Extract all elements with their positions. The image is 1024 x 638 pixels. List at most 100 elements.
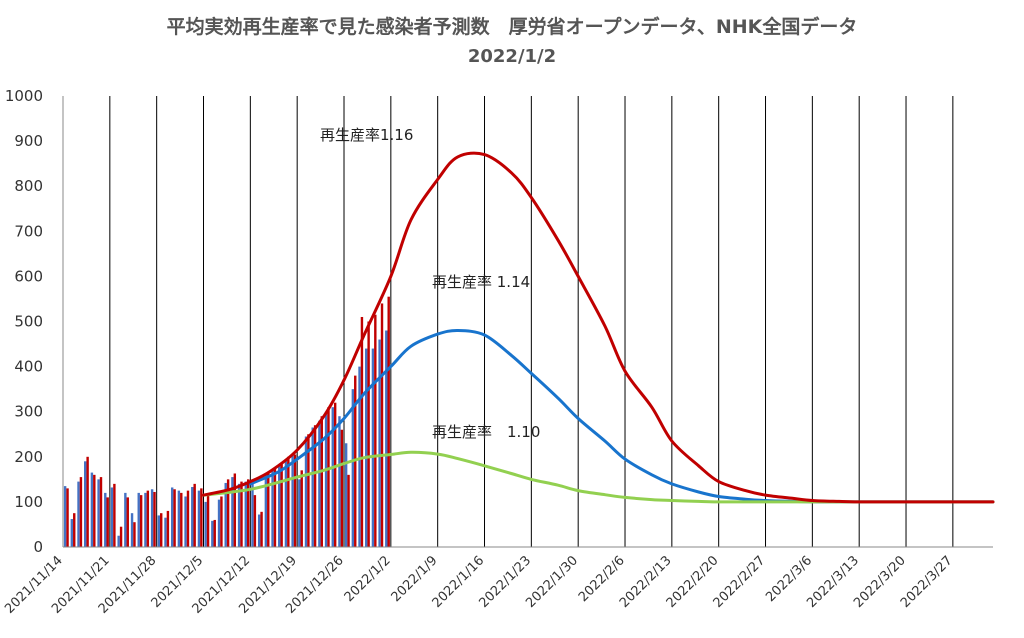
bar [257,514,261,547]
bar [211,520,214,547]
bar [324,411,328,547]
bar [365,348,368,547]
bar [287,456,290,547]
y-tick-label: 900 [14,132,43,150]
bar [327,407,330,547]
bar [133,522,136,547]
y-tick-label: 600 [14,267,43,285]
bar [224,482,227,547]
bar [204,501,207,547]
bar [273,468,277,547]
bar [153,491,156,547]
bar [340,429,344,547]
bar [367,321,370,547]
bar [344,443,348,547]
x-tick-label: 2022/1/2 [342,553,394,605]
bar [304,436,308,547]
bar [338,416,341,547]
bar [119,526,123,547]
bar [351,389,355,547]
bar [378,339,381,547]
bar [347,474,350,547]
bar [197,490,201,547]
chart-subtitle: 2022/1/2 [467,46,557,67]
y-tick-label: 100 [14,493,43,511]
series-annotation: 再生産率1.16 [320,126,413,144]
bar [385,330,388,547]
axis-layer: 2021/11/142021/11/212021/11/282021/12/52… [2,87,993,617]
bar [157,515,161,547]
y-tick-label: 800 [14,177,43,195]
bar [267,472,270,547]
chart-title: 平均実効再生産率で見た感染者予測数 厚労省オープンデータ、NHK全国データ [166,16,858,38]
bar [186,490,190,547]
bar [251,483,254,547]
bar [97,479,100,547]
y-tick-label: 1000 [5,87,43,105]
bar [113,483,116,547]
bar [160,513,163,547]
bar [110,487,114,547]
bar [237,483,241,547]
y-tick-label: 200 [14,448,43,466]
bar [93,474,96,547]
bar [260,511,263,547]
bar [226,479,230,547]
bar [139,495,143,547]
line-layer [202,151,995,504]
bar [70,519,74,547]
bar [318,420,321,547]
bar [177,490,181,547]
bar [206,495,210,547]
bar [66,488,69,547]
y-tick-label: 500 [14,313,43,331]
bar-layer [63,296,390,547]
bar [311,427,314,547]
bar [63,486,67,547]
bar [271,470,274,547]
bar [307,434,310,547]
bar [264,474,268,547]
bar [77,481,80,547]
grid-layer [62,96,954,547]
bar [193,483,196,547]
bar [180,492,183,547]
bar [374,314,377,547]
y-tick-label: 400 [14,358,43,376]
bar [284,459,288,547]
bar [144,492,147,547]
bar [213,519,216,547]
bar [164,517,167,547]
bar [137,492,140,547]
bar [220,496,223,547]
bar [233,473,237,547]
bar [253,495,257,547]
bar [246,479,250,547]
label-layer: 再生産率1.16 再生産率 1.14 再生産率 1.10 [320,126,540,441]
bar [73,513,76,547]
bar [191,487,194,547]
bar [150,489,154,547]
bar [387,296,390,547]
bar [146,490,150,547]
y-tick-label: 700 [14,222,43,240]
bar [106,497,109,547]
bar [79,477,83,547]
y-tick-label: 300 [14,403,43,421]
bar [240,481,243,547]
bar [231,477,234,547]
bar [166,510,170,547]
bar [333,402,337,547]
bar [380,303,384,547]
bar [90,472,94,547]
bar [278,465,281,547]
bar [320,416,323,547]
bar [170,487,174,547]
bar [313,425,317,547]
bar [360,316,364,547]
series-annotation: 再生産率 1.10 [432,423,540,441]
bar [173,489,176,547]
y-tick-label: 0 [33,538,43,556]
bar [280,463,283,547]
